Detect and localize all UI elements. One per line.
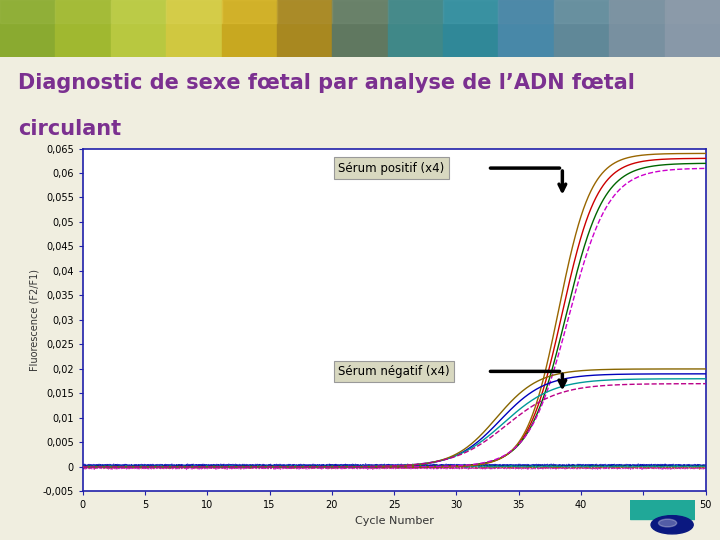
Bar [111, 0, 166, 23]
Bar [333, 0, 387, 23]
Bar [166, 0, 222, 23]
Bar [222, 0, 277, 23]
Bar [609, 0, 665, 23]
Bar [111, 0, 166, 57]
Bar [55, 0, 111, 23]
Text: Sérum positif (x4): Sérum positif (x4) [338, 161, 444, 174]
Bar [554, 0, 609, 57]
Text: Sérum négatif (x4): Sérum négatif (x4) [338, 365, 450, 378]
Bar [498, 0, 554, 23]
Bar [665, 0, 720, 23]
Bar [609, 0, 665, 57]
Bar [443, 0, 498, 23]
Bar [665, 0, 720, 57]
Bar [387, 0, 443, 23]
Ellipse shape [659, 519, 677, 527]
X-axis label: Cycle Number: Cycle Number [355, 516, 433, 526]
Y-axis label: Fluorescence (F2/F1): Fluorescence (F2/F1) [30, 269, 40, 371]
Bar [55, 0, 111, 57]
Ellipse shape [651, 516, 693, 534]
Bar [554, 0, 609, 23]
Bar [166, 0, 222, 57]
Bar [222, 0, 277, 57]
Bar [277, 0, 333, 57]
Bar [630, 500, 695, 519]
Bar [387, 0, 443, 57]
Text: circulant: circulant [18, 119, 121, 139]
Bar [0, 0, 55, 57]
Bar [333, 0, 387, 57]
Bar [0, 0, 55, 23]
Bar [498, 0, 554, 57]
Bar [443, 0, 498, 57]
Text: Diagnostic de sexe fœtal par analyse de l’ADN fœtal: Diagnostic de sexe fœtal par analyse de … [18, 73, 635, 93]
Bar [277, 0, 333, 23]
